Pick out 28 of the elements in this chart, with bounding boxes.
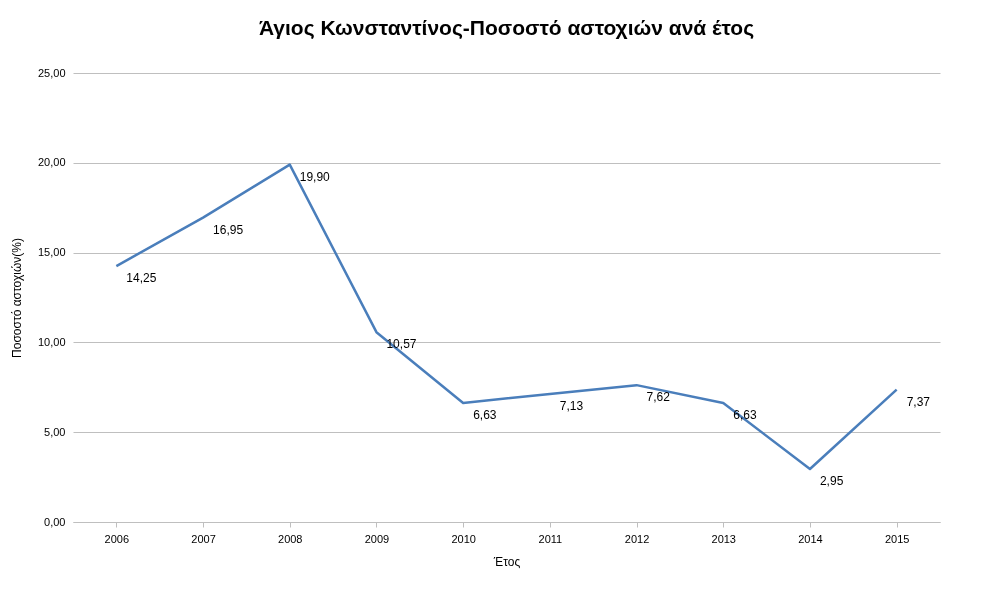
y-tick-label: 20,00 [37,156,66,169]
y-tick-label: 25,00 [37,66,66,79]
x-axis-title: Έτος [492,554,521,569]
x-tick-label: 2012 [624,532,650,545]
x-tick-label: 2014 [798,532,823,545]
x-tick-label: 2010 [451,532,476,545]
x-tick-label: 2006 [104,532,130,545]
data-label: 19,90 [299,169,331,184]
y-tick-label: 10,00 [37,335,66,348]
data-label: 16,95 [213,222,244,237]
x-tick-label: 2007 [191,532,216,545]
x-tick-label: 2013 [711,532,736,545]
y-tick-label: 0,00 [44,515,66,528]
x-tick-label: 2009 [364,532,390,545]
data-label: 7,62 [646,390,671,405]
x-tick-label: 2008 [278,532,303,545]
data-label: 6,63 [473,407,497,422]
data-label: 7,13 [559,398,584,413]
y-tick-label: 15,00 [37,246,66,259]
y-tick-label: 5,00 [44,425,66,438]
data-label: 7,37 [906,394,931,409]
line-series [115,163,898,471]
data-label: 14,25 [126,271,157,286]
x-tick-label: 2015 [884,532,910,545]
x-tick-label: 2011 [538,532,563,545]
y-axis-title: Ποσοστό αστοχιών(%) [9,238,24,358]
data-label: 2,95 [819,474,844,489]
chart-title: Άγιος Κωνσταντίνος-Ποσοστό αστοχιών ανά έτος [258,16,755,40]
